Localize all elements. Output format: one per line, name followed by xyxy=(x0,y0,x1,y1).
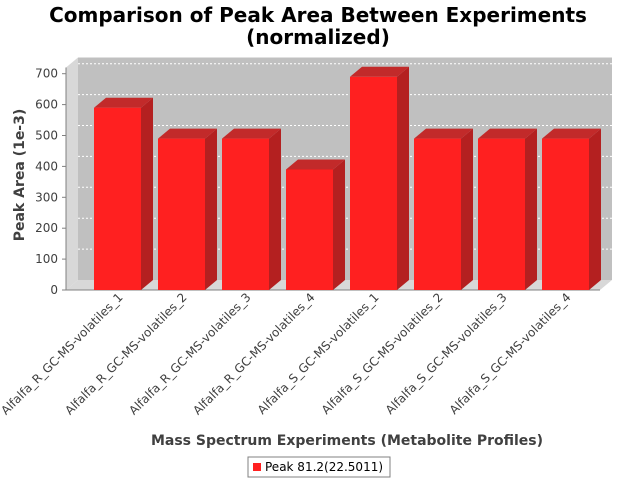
bar-side xyxy=(141,97,153,290)
plot-area: 0 100 200 300 400 500 600 700 Alfalfa_R_GC-MS-vo… xyxy=(0,57,612,418)
y-tick-label: 200 xyxy=(35,221,58,235)
y-tick-label: 100 xyxy=(35,252,58,266)
bar-top xyxy=(94,97,153,108)
bar xyxy=(350,76,397,290)
y-axis-label: Peak Area (1e-3) xyxy=(12,109,28,242)
x-tick-label: Alfalfa_R_GC-MS-volatiles_1 xyxy=(0,290,126,417)
x-tick-label: Alfalfa_S_GC-MS-volatiles_3 xyxy=(383,290,510,417)
bar-side xyxy=(205,128,217,290)
legend-box xyxy=(247,456,391,478)
bar xyxy=(94,107,141,290)
bar-side xyxy=(397,66,409,290)
y-tick-label: 600 xyxy=(35,98,58,112)
bar xyxy=(286,169,333,290)
bar xyxy=(542,138,589,290)
bar-side xyxy=(333,159,345,290)
y-tick-label: 500 xyxy=(35,129,58,143)
bar-top xyxy=(286,159,345,170)
bar-top xyxy=(414,128,473,139)
bar xyxy=(158,138,205,290)
y-tick-label: 300 xyxy=(35,190,58,204)
chart-subtitle: (normalized) xyxy=(246,25,390,49)
bar-side xyxy=(589,128,601,290)
y-tick-label: 0 xyxy=(50,283,58,297)
plot-left-wall xyxy=(66,57,78,290)
x-tick-label: Alfalfa_R_GC-MS-volatiles_2 xyxy=(62,290,189,417)
x-tick-label: Alfalfa_S_GC-MS-volatiles_2 xyxy=(319,290,446,417)
legend: Peak 81.2(22.5011) xyxy=(247,456,391,478)
bar-top xyxy=(478,128,537,139)
bar-side xyxy=(269,128,281,290)
bar-top xyxy=(542,128,601,139)
chart-title: Comparison of Peak Area Between Experime… xyxy=(49,3,587,27)
x-tick-label: Alfalfa_S_GC-MS-volatiles_1 xyxy=(255,290,382,417)
bar-side xyxy=(461,128,473,290)
legend-swatch xyxy=(253,463,261,471)
bar xyxy=(478,138,525,290)
y-tick-label: 700 xyxy=(35,67,58,81)
bar-top xyxy=(222,128,281,139)
bar-side xyxy=(525,128,537,290)
y-tick-label: 400 xyxy=(35,159,58,173)
bar-top xyxy=(350,66,409,77)
bar xyxy=(222,138,269,290)
x-tick-label: Alfalfa_R_GC-MS-volatiles_4 xyxy=(190,290,317,417)
legend-entry: Peak 81.2(22.5011) xyxy=(265,460,383,474)
x-tick-label: Alfalfa_S_GC-MS-volatiles_4 xyxy=(447,290,574,417)
bar xyxy=(414,138,461,290)
x-tick-label: Alfalfa_R_GC-MS-volatiles_3 xyxy=(126,290,253,417)
bar-top xyxy=(158,128,217,139)
x-axis-label: Mass Spectrum Experiments (Metabolite Pr… xyxy=(151,433,543,449)
